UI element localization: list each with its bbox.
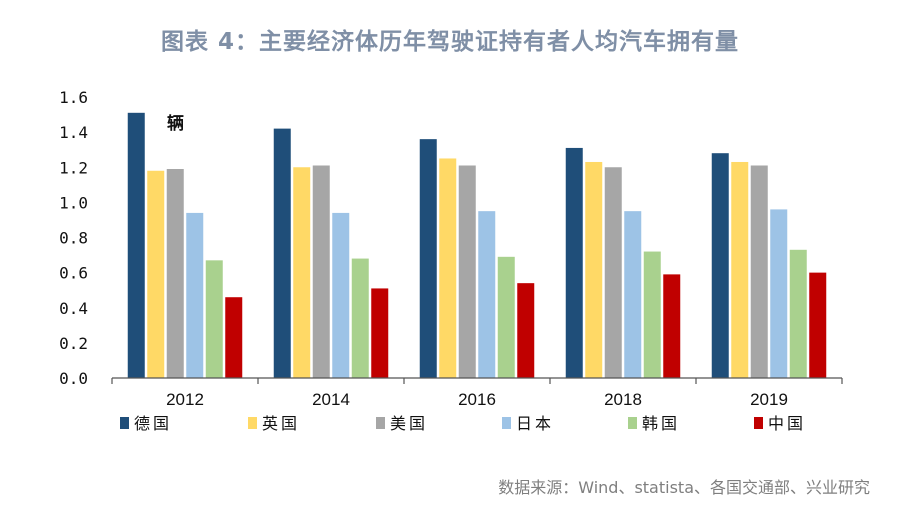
- y-tick-label: 0.2: [59, 334, 88, 353]
- bars: [127, 112, 827, 379]
- bar: [371, 288, 389, 378]
- chart-title: 图表 4：主要经济体历年驾驶证持有者人均汽车拥有量: [160, 29, 739, 55]
- source-note: 数据来源：Wind、statista、各国交通部、兴业研究: [498, 478, 870, 497]
- y-tick-label: 1.0: [59, 193, 88, 212]
- bar: [273, 128, 291, 378]
- bar: [711, 153, 729, 378]
- unit-label: 辆: [167, 113, 184, 134]
- legend-label: 日本: [516, 414, 554, 433]
- bar: [458, 165, 476, 378]
- x-tick-label: 2018: [604, 390, 642, 409]
- y-tick-label: 0.8: [59, 229, 88, 248]
- bar: [731, 161, 749, 378]
- bar: [419, 139, 437, 378]
- bar: [225, 297, 243, 378]
- x-tick-label: 2016: [458, 390, 496, 409]
- bar: [497, 256, 515, 378]
- legend-label: 美国: [390, 414, 428, 433]
- bar: [789, 249, 807, 378]
- legend-swatch: [376, 417, 385, 429]
- bar: [809, 272, 827, 378]
- bar: [770, 209, 788, 378]
- legend-swatch: [248, 417, 257, 429]
- bar: [624, 211, 642, 378]
- bar: [643, 251, 661, 378]
- x-axis: 2012 2014 2016 2018 2019: [111, 377, 843, 409]
- bar: [332, 212, 350, 378]
- bar: [604, 167, 622, 378]
- legend-label: 德国: [134, 414, 172, 433]
- legend-label: 韩国: [642, 414, 680, 433]
- bar: [312, 165, 330, 378]
- bar: [127, 112, 145, 379]
- x-tick-label: 2014: [312, 390, 350, 409]
- legend-swatch: [502, 417, 511, 429]
- bar: [478, 211, 496, 378]
- legend: 德国 英国 美国 日本 韩国 中国: [120, 414, 806, 433]
- bar: [293, 167, 311, 378]
- legend-swatch: [628, 417, 637, 429]
- x-tick-label: 2012: [166, 390, 204, 409]
- bar: [517, 283, 535, 378]
- bar: [439, 158, 457, 378]
- bar: [166, 169, 184, 378]
- y-axis: 0.0 0.2 0.4 0.6 0.8 1.0 1.2 1.4 1.6: [59, 88, 88, 388]
- x-tick-label: 2019: [750, 390, 788, 409]
- y-tick-label: 1.4: [59, 123, 88, 142]
- bar: [750, 165, 768, 378]
- bar: [663, 274, 681, 378]
- y-tick-label: 0.6: [59, 264, 88, 283]
- legend-label: 中国: [768, 414, 806, 433]
- bar: [186, 212, 204, 378]
- legend-swatch: [754, 417, 763, 429]
- legend-swatch: [120, 417, 129, 429]
- bar: [351, 258, 369, 378]
- bar: [585, 161, 603, 378]
- y-tick-label: 0.0: [59, 369, 88, 388]
- y-tick-label: 0.4: [59, 299, 88, 318]
- bar: [565, 147, 583, 378]
- y-tick-label: 1.6: [59, 88, 88, 107]
- bar: [147, 170, 165, 378]
- legend-label: 英国: [262, 414, 300, 433]
- y-tick-label: 1.2: [59, 158, 88, 177]
- bar: [205, 260, 223, 378]
